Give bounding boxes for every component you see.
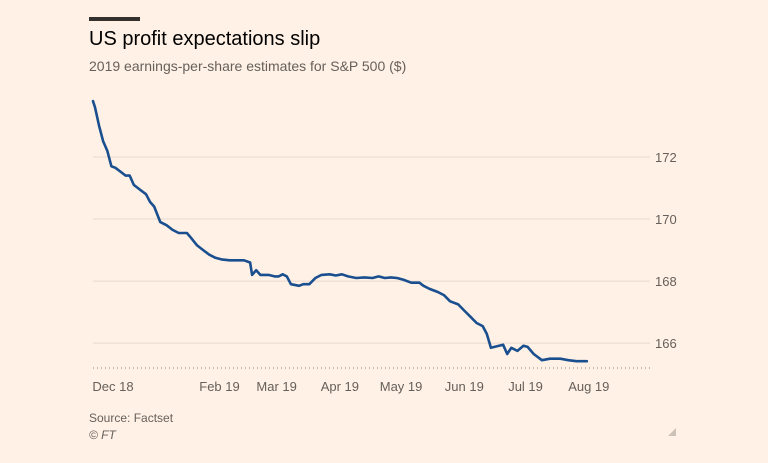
source-note: Source: Factset [89, 411, 174, 425]
x-tick-label: Aug 19 [568, 379, 609, 394]
x-tick-label: Jun 19 [445, 379, 484, 394]
chart-subtitle: 2019 earnings-per-share estimates for S&… [89, 58, 407, 74]
y-tick-label: 170 [655, 212, 677, 227]
x-tick-label: Mar 19 [256, 379, 296, 394]
x-tick-label: Dec 18 [92, 379, 133, 394]
copyright-note: © FT [89, 428, 116, 442]
series-layer [91, 99, 589, 363]
resize-corner-icon [668, 428, 676, 436]
series-line [91, 99, 589, 363]
x-tick-label: Jul 19 [508, 379, 543, 394]
y-axis: 166 168 170 172 [655, 150, 677, 351]
chart-title: US profit expectations slip [89, 28, 321, 50]
y-tick-label: 166 [655, 336, 677, 351]
x-axis: Dec 18 Feb 19 Mar 19 Apr 19 May 19 Jun 19 Jul … [92, 379, 609, 394]
y-tick-label: 172 [655, 150, 677, 165]
x-tick-label: Feb 19 [199, 379, 239, 394]
y-tick-label: 168 [655, 274, 677, 289]
x-tick-label: Apr 19 [321, 379, 359, 394]
x-tick-label: May 19 [380, 379, 423, 394]
gridlines [93, 156, 650, 344]
ft-top-rule [89, 17, 140, 21]
